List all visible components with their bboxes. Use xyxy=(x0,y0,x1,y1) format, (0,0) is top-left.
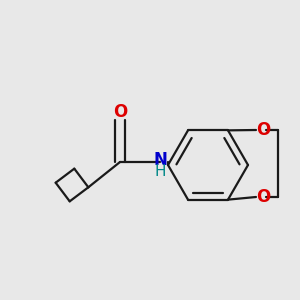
Text: O: O xyxy=(256,188,270,206)
Text: H: H xyxy=(154,164,166,179)
Text: O: O xyxy=(113,103,127,121)
Text: N: N xyxy=(153,151,167,169)
Text: O: O xyxy=(256,121,270,139)
